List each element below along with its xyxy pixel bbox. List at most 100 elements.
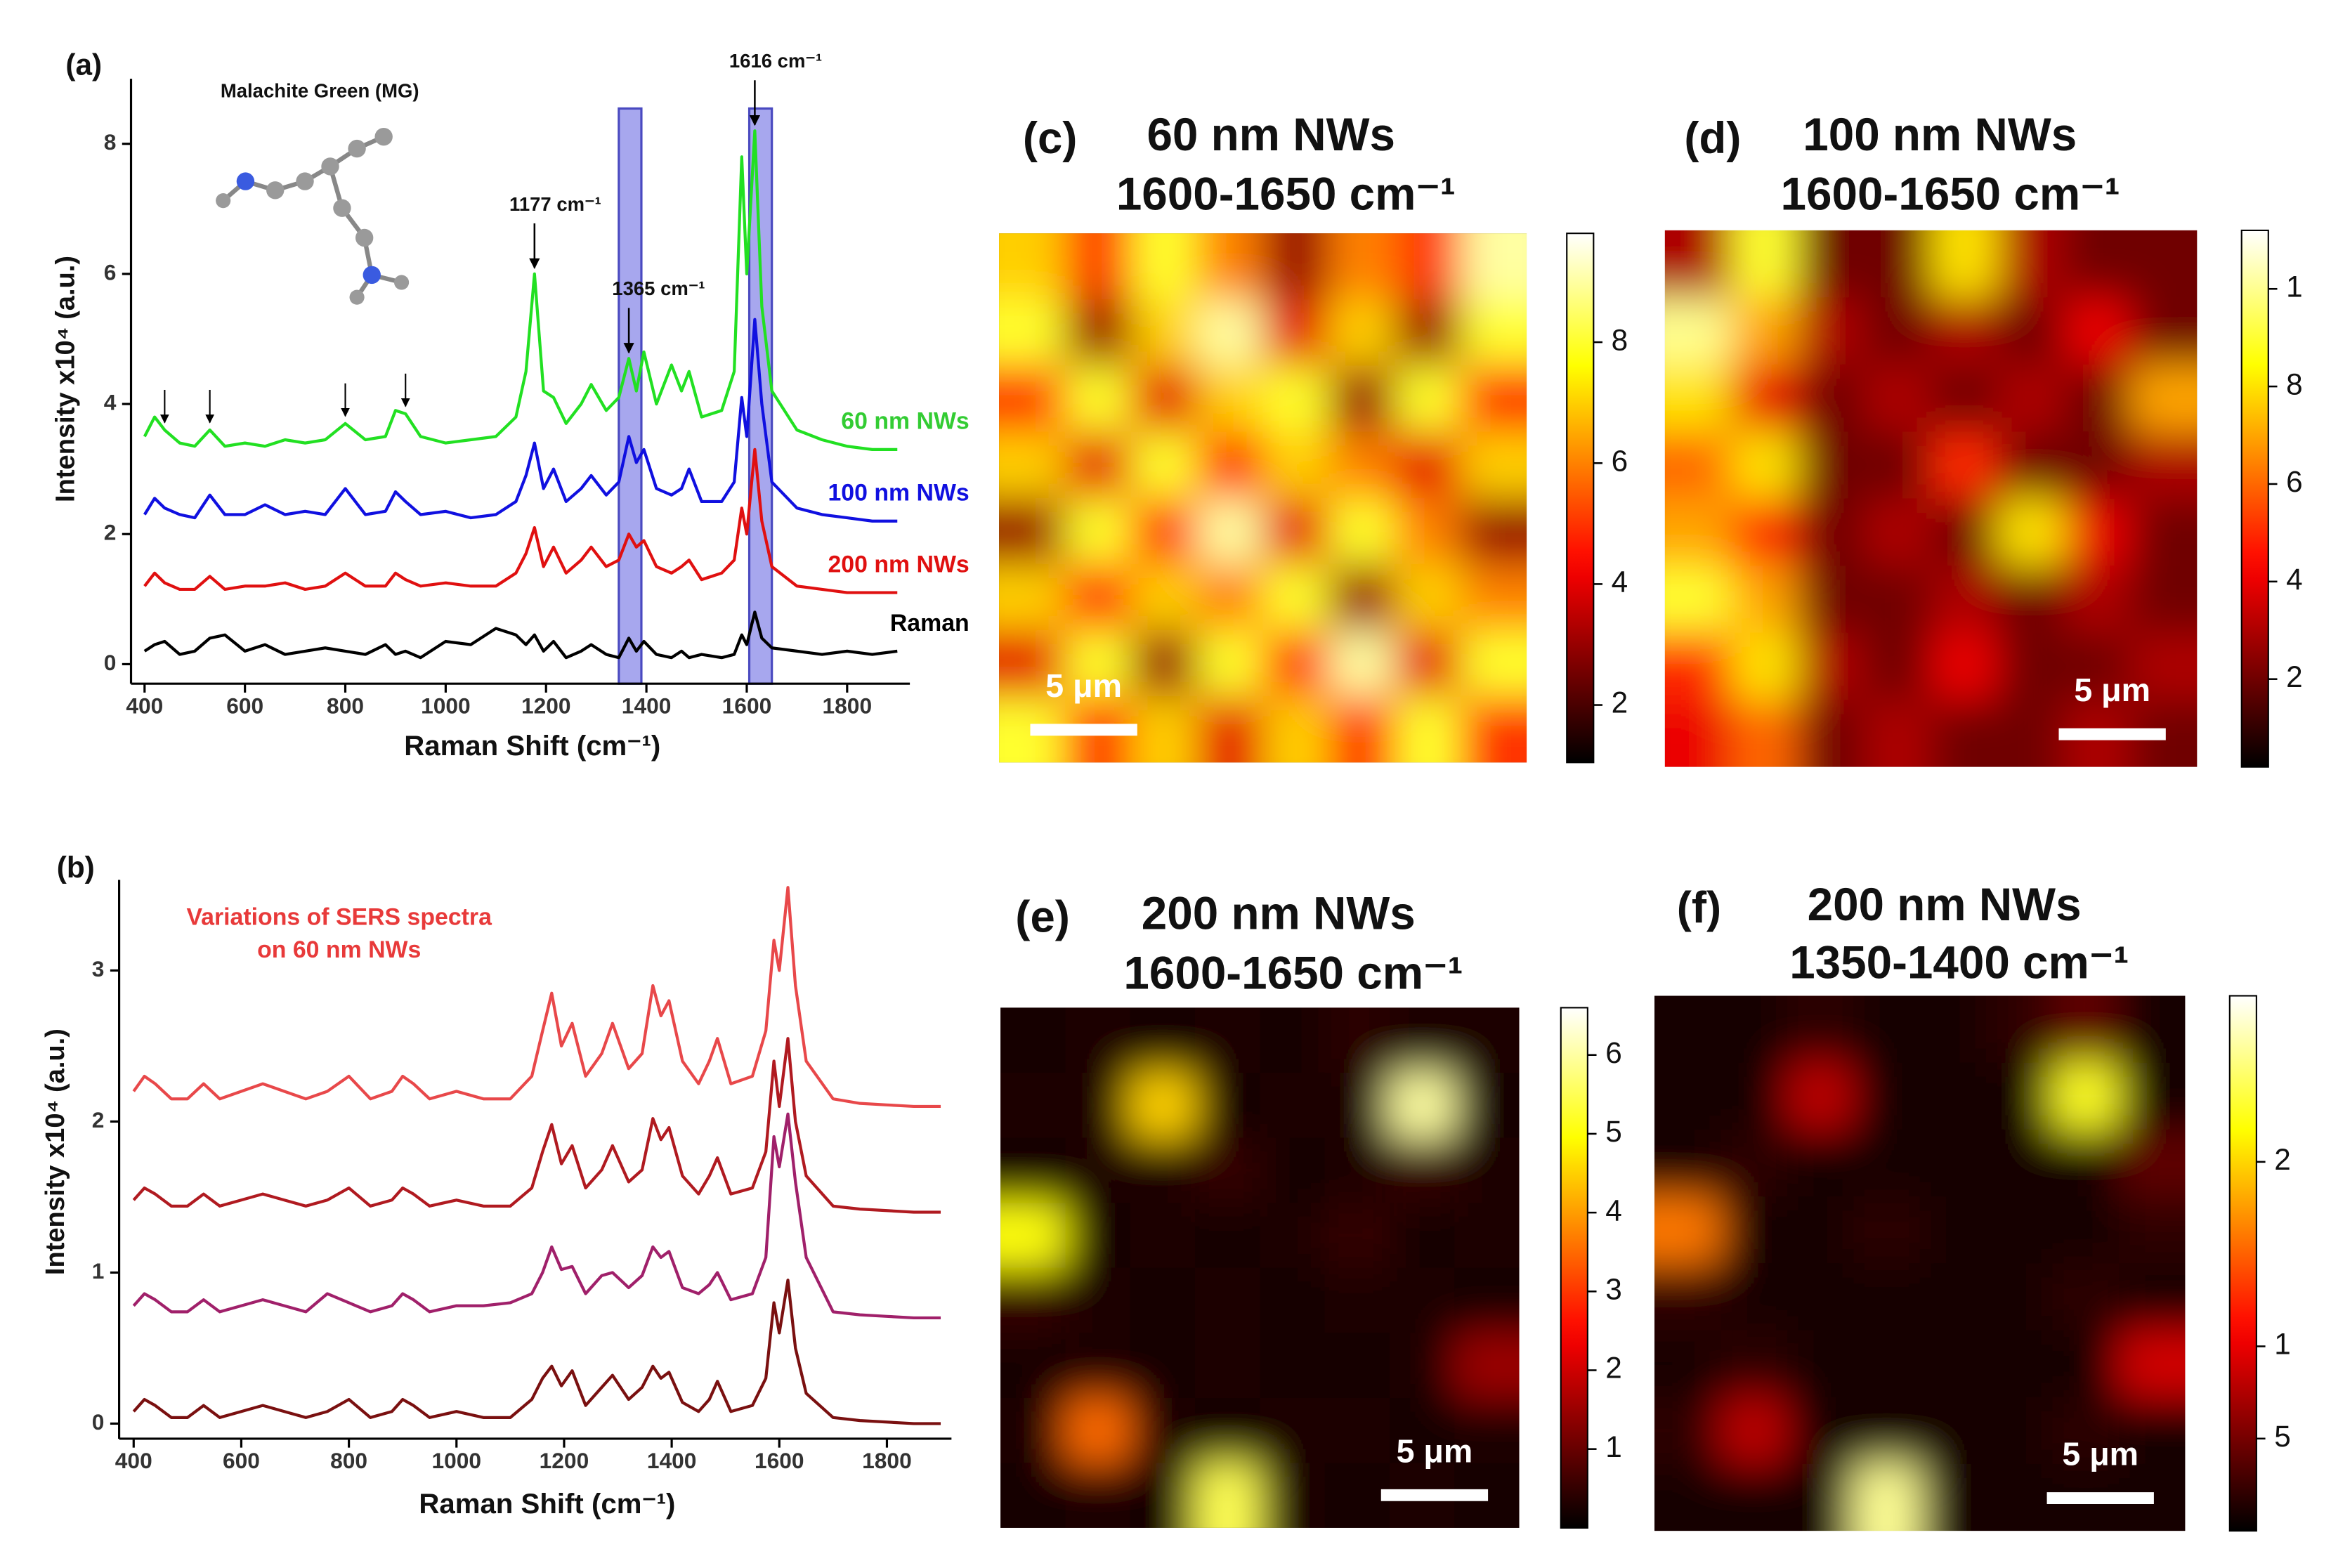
scale-bar-label: 5 μm — [2062, 1436, 2139, 1472]
heatmap-cell — [1196, 233, 1264, 301]
heatmap-cell — [1065, 1007, 1131, 1074]
heatmap-cell — [1919, 1129, 1987, 1198]
panel-label: (a) — [65, 48, 102, 81]
colorbar-tick-label: 1 — [2286, 270, 2303, 303]
heatmap-cell — [1064, 233, 1132, 301]
heatmap-cell — [1853, 1330, 1921, 1398]
heatmap-cell — [1986, 995, 2054, 1064]
heatmap-cell — [1864, 632, 1932, 701]
x-tick-label: 400 — [126, 693, 163, 718]
heatmap-cell — [1000, 1463, 1066, 1528]
scale-bar-label: 5 μm — [1397, 1432, 1473, 1469]
heatmap-cell — [1461, 696, 1527, 763]
heatmap-cell — [1260, 1203, 1326, 1269]
spectrum-line — [143, 447, 898, 594]
heatmap-cell — [1787, 1463, 1855, 1531]
heatmap-cell — [1454, 1397, 1520, 1464]
heatmap-cell — [1664, 632, 1732, 701]
colorbar-tick-label: 1 — [1605, 1430, 1622, 1463]
heatmap-cell — [1864, 230, 1932, 299]
heatmap-cell — [1000, 1333, 1066, 1399]
series-label: 200 nm NWs — [828, 551, 969, 577]
heatmap-cell — [1787, 1330, 1855, 1398]
heatmap-cell — [1195, 1137, 1261, 1204]
heatmap-cell — [1931, 632, 1999, 701]
colorbar-tick-label: 5 — [1605, 1115, 1622, 1148]
heatmap-cell — [1130, 1463, 1196, 1528]
spectrum-line — [132, 1112, 941, 1320]
heatmap-cell — [1395, 431, 1462, 499]
heatmap-cell — [1931, 700, 1999, 767]
heatmap-cell — [1454, 1333, 1520, 1399]
heatmap-cell — [1324, 1333, 1390, 1399]
heatmap-cell — [1864, 566, 1932, 634]
heatmap-cell — [2118, 1263, 2186, 1331]
colorbar-tick-label: 5 — [2274, 1420, 2291, 1453]
y-tick-label: 2 — [104, 520, 117, 545]
heatmap-cell — [1461, 630, 1527, 698]
x-tick-label: 1800 — [862, 1448, 912, 1473]
map-title: 200 nm NWs — [1142, 888, 1416, 939]
heatmap-cell — [1461, 233, 1527, 301]
heatmap-cell — [1065, 1397, 1131, 1464]
heatmap-cell — [1720, 1129, 1788, 1198]
inset-title: Malachite Green (MG) — [221, 79, 419, 101]
heatmap-cell — [1328, 299, 1396, 367]
heatmap-cell — [1931, 498, 1999, 567]
heatmap-cell — [1130, 1333, 1196, 1399]
heatmap-cell — [999, 630, 1066, 698]
heatmap-cell — [1196, 365, 1264, 433]
x-tick-label: 1000 — [421, 693, 471, 718]
heatmap-cell — [1395, 630, 1462, 698]
heatmap-cells — [1000, 1007, 1520, 1528]
heatmap-cell — [1395, 233, 1462, 301]
atom — [333, 199, 351, 217]
x-tick-label: 600 — [223, 1448, 260, 1473]
heatmap-cell — [1196, 431, 1264, 499]
heatmap-cell — [1328, 630, 1396, 698]
y-tick-label: 4 — [104, 389, 117, 414]
y-tick-label: 1 — [92, 1258, 105, 1283]
colorbar — [1566, 233, 1595, 764]
heatmap-cell — [1130, 1137, 1196, 1204]
heatmap-cell — [1262, 233, 1330, 301]
atom — [296, 172, 314, 190]
heatmap-cell — [1065, 1137, 1131, 1204]
heatmap-cell — [1324, 1007, 1390, 1074]
heatmap-cell — [2052, 1062, 2120, 1130]
heatmap — [1664, 230, 2198, 767]
heatmap-cell — [1654, 1196, 1722, 1265]
heatmap-cell — [1931, 431, 1999, 499]
heatmap-cell — [999, 233, 1066, 301]
heatmap-cell — [1798, 700, 1865, 767]
heatmap-cell — [1931, 566, 1999, 634]
heatmap-cell — [1731, 431, 1799, 499]
heatmap-cell — [1324, 1267, 1390, 1334]
heatmap-cell — [1130, 299, 1198, 367]
heatmap-cell — [1798, 364, 1865, 433]
heatmap-cell — [1260, 1072, 1326, 1139]
heatmap-cell — [1798, 297, 1865, 365]
heatmap-cell — [1260, 1397, 1326, 1464]
map-title: 1600-1650 cm⁻¹ — [1123, 947, 1463, 998]
heatmap-cell — [1787, 1196, 1855, 1265]
heatmap-cell — [1454, 1007, 1520, 1074]
heatmap-cell — [1986, 1129, 2054, 1198]
heatmap-cell — [1654, 1263, 1722, 1331]
heatmap-cell — [1262, 431, 1330, 499]
heatmap-cell — [1931, 230, 1999, 299]
atom — [374, 127, 393, 146]
heatmap-cell — [1720, 1397, 1788, 1465]
panel-label: (d) — [1684, 114, 1741, 163]
heatmap-cell — [1919, 1463, 1987, 1531]
heatmap-cell — [1997, 566, 2065, 634]
heatmap-cell — [1389, 1333, 1456, 1399]
heatmap-cell — [1853, 1463, 1921, 1531]
heatmap-cell — [1130, 431, 1198, 499]
heatmap-cell — [1864, 297, 1932, 365]
map-title: 1350-1400 cm⁻¹ — [1789, 936, 2129, 988]
panel-label: (c) — [1023, 114, 1078, 163]
heatmap-cell — [1919, 1263, 1987, 1331]
colorbar — [2240, 229, 2269, 768]
heatmap-cell — [1195, 1333, 1261, 1399]
